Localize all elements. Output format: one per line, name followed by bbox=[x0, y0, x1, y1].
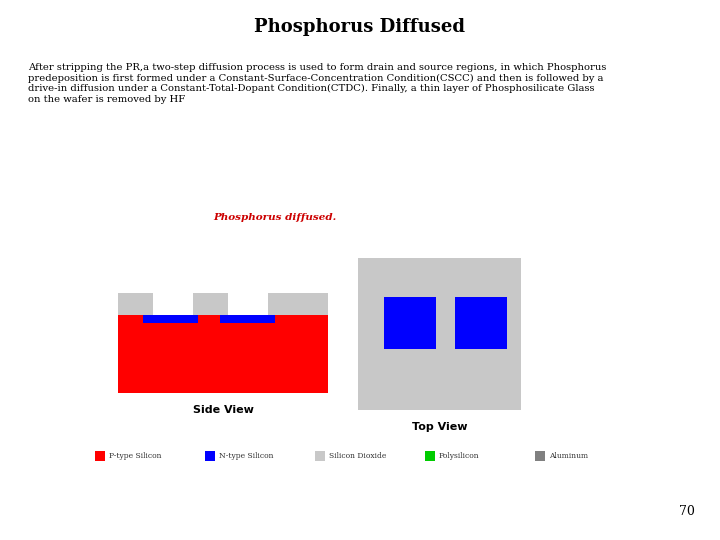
Text: 70: 70 bbox=[679, 505, 695, 518]
Text: Top View: Top View bbox=[412, 422, 467, 432]
Text: P-type Silicon: P-type Silicon bbox=[109, 452, 161, 460]
Bar bbox=[535, 451, 545, 461]
Bar bbox=[384, 297, 436, 349]
Bar bbox=[220, 315, 275, 323]
Text: Silicon Dioxide: Silicon Dioxide bbox=[329, 452, 387, 460]
Bar bbox=[268, 293, 328, 315]
Bar bbox=[455, 297, 507, 349]
Bar bbox=[143, 315, 198, 323]
Bar bbox=[95, 451, 105, 461]
Bar bbox=[118, 293, 153, 315]
Text: Side View: Side View bbox=[192, 405, 253, 415]
Bar bbox=[425, 451, 435, 461]
Text: Phosphorus diffused.: Phosphorus diffused. bbox=[213, 213, 337, 222]
Text: After stripping the PR,a two-step diffusion process is used to form drain and so: After stripping the PR,a two-step diffus… bbox=[28, 63, 606, 104]
Bar bbox=[315, 451, 325, 461]
Bar bbox=[205, 451, 215, 461]
Text: Phosphorus Diffused: Phosphorus Diffused bbox=[254, 18, 466, 36]
Bar bbox=[118, 315, 328, 393]
Text: Aluminum: Aluminum bbox=[549, 452, 588, 460]
Text: Polysilicon: Polysilicon bbox=[439, 452, 480, 460]
Bar bbox=[358, 258, 521, 410]
Text: N-type Silicon: N-type Silicon bbox=[219, 452, 274, 460]
Bar bbox=[193, 293, 228, 315]
